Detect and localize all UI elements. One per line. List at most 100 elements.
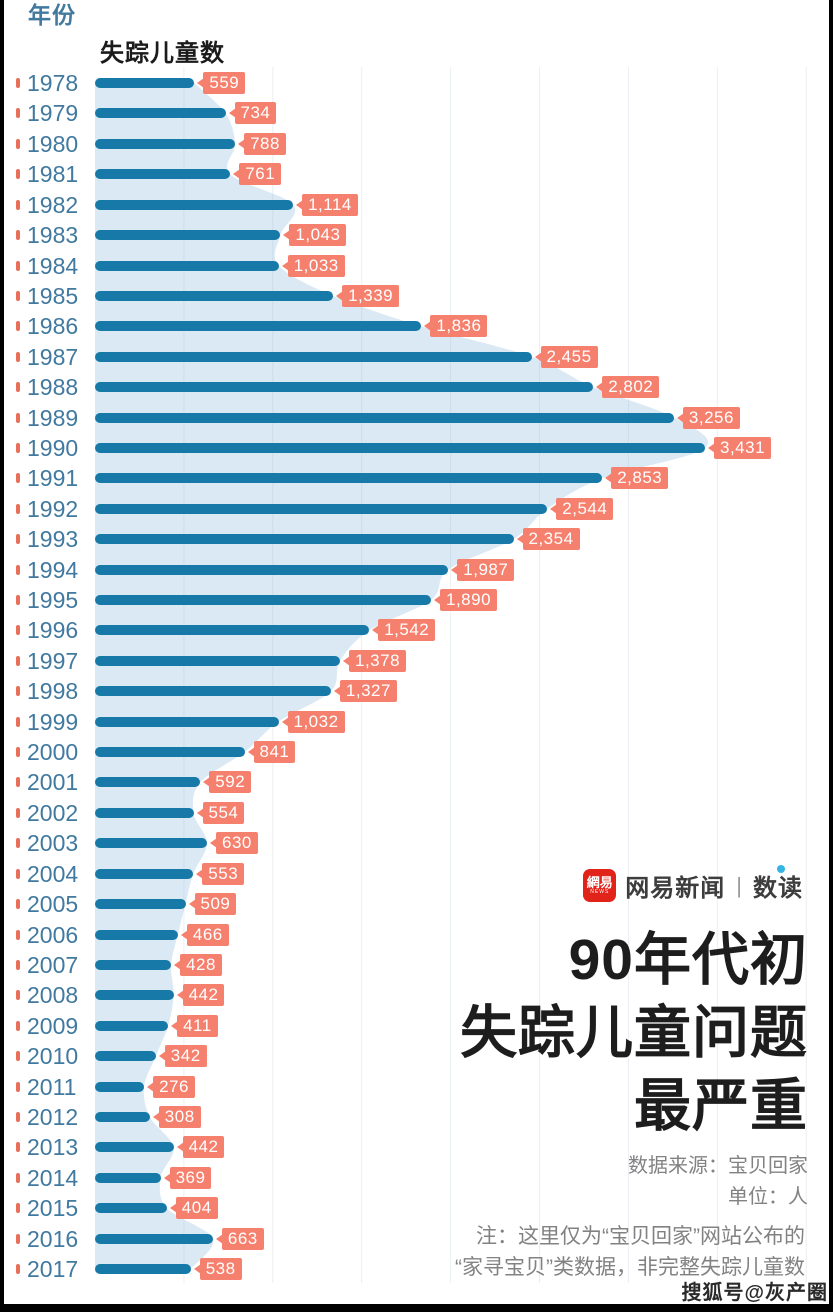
value-label-text: 538	[199, 1258, 242, 1280]
left-arrow-icon	[193, 1264, 201, 1274]
value-label-text: 3,256	[682, 406, 740, 429]
footnote-line-2: “家寻宝贝”类数据，非完整失踪儿童数	[455, 1256, 805, 1279]
value-label-text: 428	[180, 953, 222, 976]
value-label: 1,327	[333, 680, 397, 703]
bar	[95, 1020, 169, 1031]
brand-block: 網易 NEWS 网易新闻 | 数读	[0, 865, 803, 903]
value-label-text: 788	[244, 132, 286, 155]
year-tick-icon	[16, 1111, 20, 1122]
bar	[95, 1233, 213, 1244]
bar	[95, 595, 431, 605]
footnote-block: 注：这里仅为“宝贝回家”网站公布的 “家寻宝贝”类数据，非完整失踪儿童数	[455, 1221, 805, 1283]
table-row: 2008 442	[0, 980, 833, 1010]
year-label: 1992	[27, 495, 79, 522]
year-label: 2014	[27, 1164, 79, 1191]
value-label-text: 761	[239, 163, 282, 186]
table-row: 1981 761	[0, 159, 833, 189]
value-label: 761	[233, 163, 282, 186]
value-label-text: 1,043	[289, 224, 347, 247]
bar	[95, 230, 281, 241]
year-tick-icon	[16, 534, 20, 545]
bar	[95, 382, 594, 393]
bar	[95, 655, 340, 666]
left-arrow-icon	[281, 716, 289, 727]
left-arrow-icon	[171, 1020, 179, 1031]
value-label-text: 442	[182, 984, 225, 1007]
value-label: 442	[176, 984, 225, 1007]
year-tick-icon	[16, 625, 20, 636]
table-row: 1992 2,544	[0, 494, 833, 524]
value-label-text: 3,431	[714, 436, 772, 459]
table-row: 1995 1,890	[0, 585, 833, 615]
year-label: 1991	[27, 465, 79, 492]
brand-name: 网易新闻	[625, 875, 726, 902]
bar	[95, 990, 174, 1001]
bar	[95, 473, 603, 484]
value-label: 2,544	[550, 497, 614, 520]
table-row: 2015 404	[0, 1193, 833, 1223]
year-label: 2011	[27, 1073, 77, 1100]
bar	[95, 838, 207, 849]
left-arrow-icon	[336, 290, 344, 301]
value-label: 1,339	[336, 284, 400, 307]
bar	[95, 138, 236, 149]
year-tick-icon	[16, 1233, 20, 1244]
value-label-text: 1,032	[287, 710, 345, 733]
left-arrow-icon	[203, 777, 211, 788]
left-arrow-icon	[197, 78, 205, 88]
value-label-text: 630	[216, 832, 258, 855]
value-label: 3,256	[676, 406, 740, 429]
table-row: 1999 1,032	[0, 707, 833, 737]
left-arrow-icon	[196, 868, 204, 879]
left-arrow-icon	[676, 412, 684, 423]
year-tick-icon	[16, 990, 20, 1001]
year-label: 2009	[27, 1012, 79, 1039]
value-label-text: 466	[186, 923, 229, 946]
value-label: 1,033	[281, 254, 345, 277]
left-arrow-icon	[174, 959, 182, 970]
table-row: 1985 1,339	[0, 281, 833, 311]
value-label: 2,853	[605, 467, 669, 490]
year-tick-icon	[16, 564, 20, 575]
year-label: 1989	[27, 404, 79, 431]
value-label: 2,455	[534, 345, 598, 368]
year-label: 2006	[27, 921, 79, 948]
year-label: 1980	[27, 130, 79, 157]
bar	[95, 807, 194, 818]
value-label: 554	[196, 801, 245, 824]
value-label-text: 2,354	[522, 528, 580, 551]
bar	[95, 442, 705, 453]
table-row: 1991 2,853	[0, 463, 833, 493]
value-label-text: 559	[203, 72, 246, 94]
year-label: 2003	[27, 830, 79, 857]
table-row: 2001 592	[0, 767, 833, 797]
value-label-text: 1,542	[378, 619, 436, 642]
value-label: 1,032	[281, 710, 345, 733]
bar	[95, 929, 178, 940]
value-label: 734	[228, 102, 277, 125]
value-label: 1,114	[296, 193, 358, 216]
table-row: 1984 1,033	[0, 251, 833, 281]
value-label: 1,836	[424, 315, 488, 338]
year-label: 1988	[27, 374, 79, 401]
left-arrow-icon	[372, 625, 380, 636]
year-tick-icon	[16, 747, 20, 757]
table-row: 2014 369	[0, 1163, 833, 1193]
year-label: 2004	[27, 860, 79, 887]
year-column-header: 年份	[28, 2, 76, 28]
value-label-text: 553	[202, 862, 245, 885]
left-arrow-icon	[247, 747, 255, 757]
year-label: 2001	[27, 769, 79, 796]
value-label-text: 2,455	[540, 345, 598, 368]
year-label: 1983	[27, 222, 79, 249]
blue-dot-icon	[777, 865, 785, 873]
left-arrow-icon	[176, 990, 184, 1001]
year-tick-icon	[16, 868, 20, 879]
year-tick-icon	[16, 169, 20, 180]
left-arrow-icon	[534, 351, 542, 362]
year-label: 1986	[27, 313, 79, 340]
title-line-1: 90年代初	[568, 928, 808, 992]
left-arrow-icon	[215, 1233, 223, 1244]
bar	[95, 959, 172, 970]
